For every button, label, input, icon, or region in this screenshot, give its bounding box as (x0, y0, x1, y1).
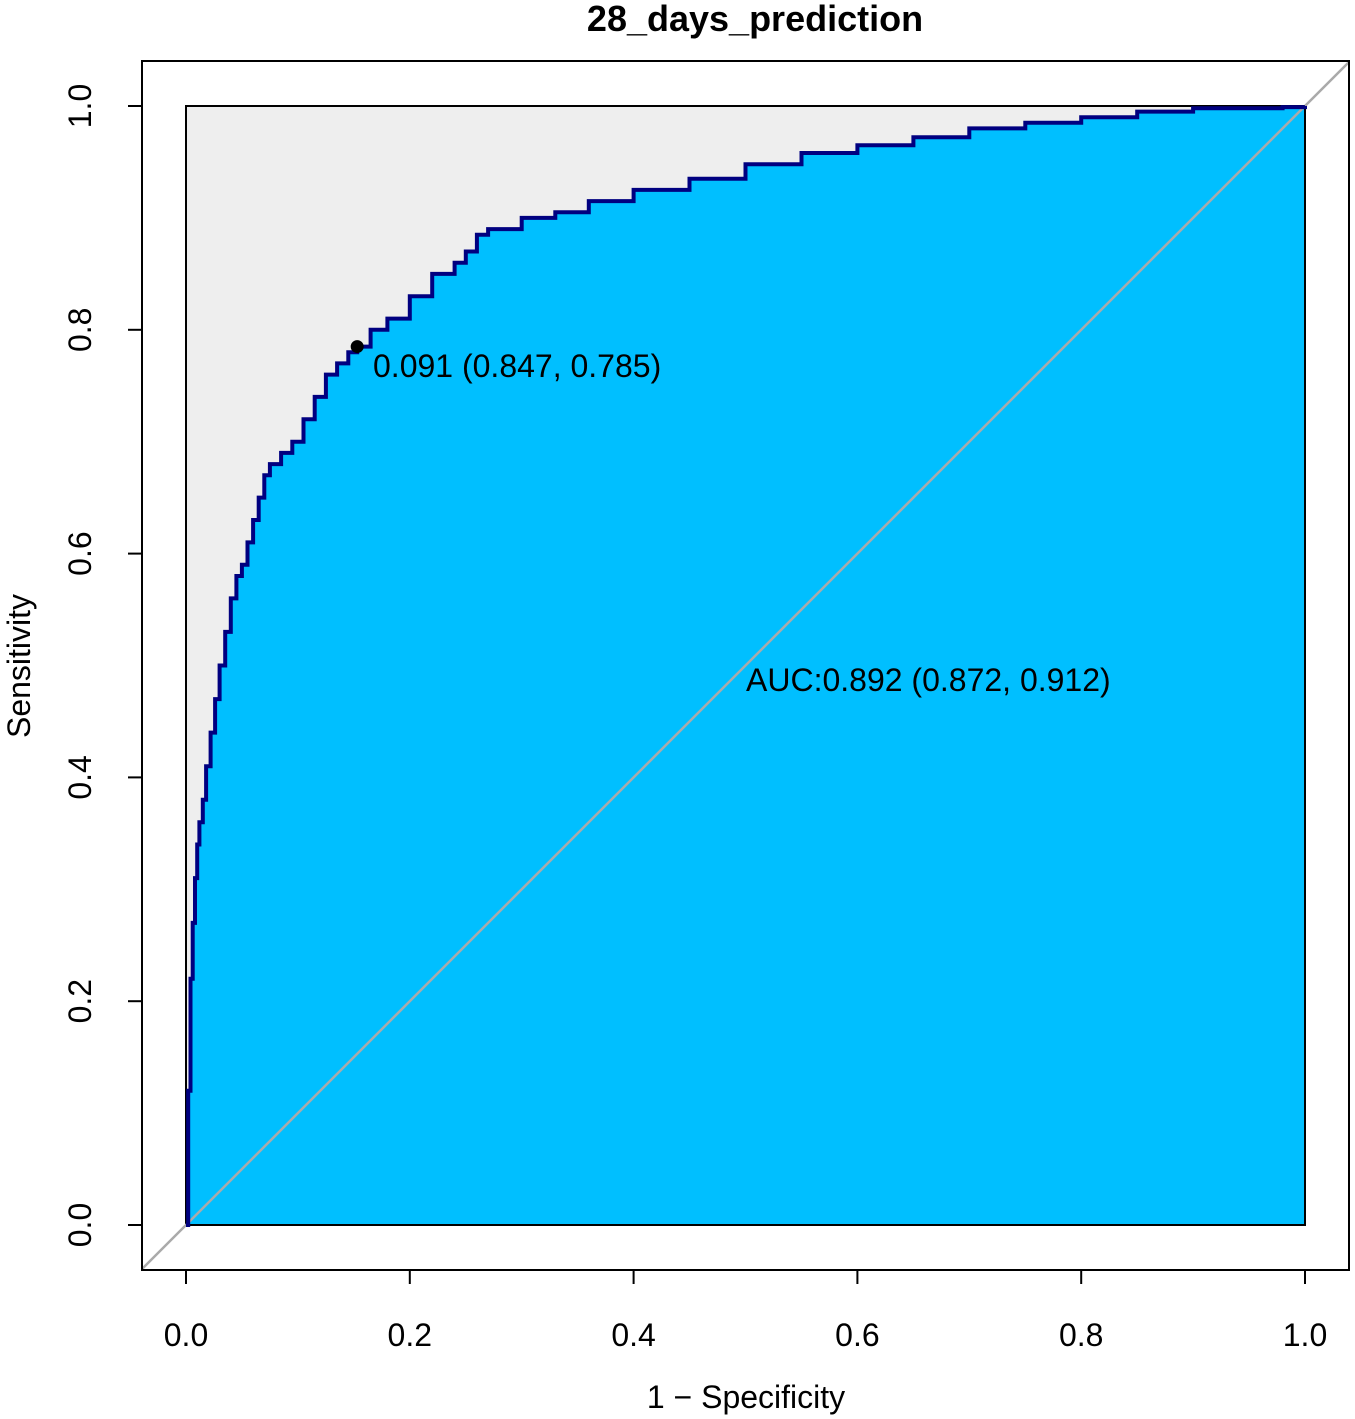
y-tick-label: 0.2 (62, 979, 98, 1023)
x-axis: 0.0 0.2 0.4 0.6 0.8 1.0 (164, 1269, 1327, 1353)
y-tick-label: 0.4 (62, 755, 98, 799)
chart-title: 28_days_prediction (587, 0, 923, 39)
y-tick-label: 0.6 (62, 531, 98, 575)
cutoff-point (350, 340, 364, 354)
auc-label: AUC:0.892 (0.872, 0.912) (746, 662, 1111, 698)
x-tick-label: 0.4 (611, 1317, 655, 1353)
x-tick-label: 0.2 (388, 1317, 432, 1353)
x-axis-label: 1 − Specificity (647, 1379, 845, 1415)
unit-square-border (185, 105, 1306, 1226)
roc-curve-line (186, 105, 1307, 1227)
cutoff-label: 0.091 (0.847, 0.785) (373, 348, 661, 384)
x-tick-label: 0.6 (835, 1317, 879, 1353)
y-tick-label: 0.0 (62, 1203, 98, 1247)
y-axis-label: Sensitivity (1, 594, 37, 738)
y-tick-label: 0.8 (62, 308, 98, 352)
x-tick-label: 0.8 (1059, 1317, 1103, 1353)
y-tick-label: 1.0 (62, 84, 98, 128)
x-tick-label: 1.0 (1283, 1317, 1327, 1353)
y-axis: 0.0 0.2 0.4 0.6 0.8 1.0 (62, 84, 143, 1247)
x-tick-label: 0.0 (164, 1317, 208, 1353)
